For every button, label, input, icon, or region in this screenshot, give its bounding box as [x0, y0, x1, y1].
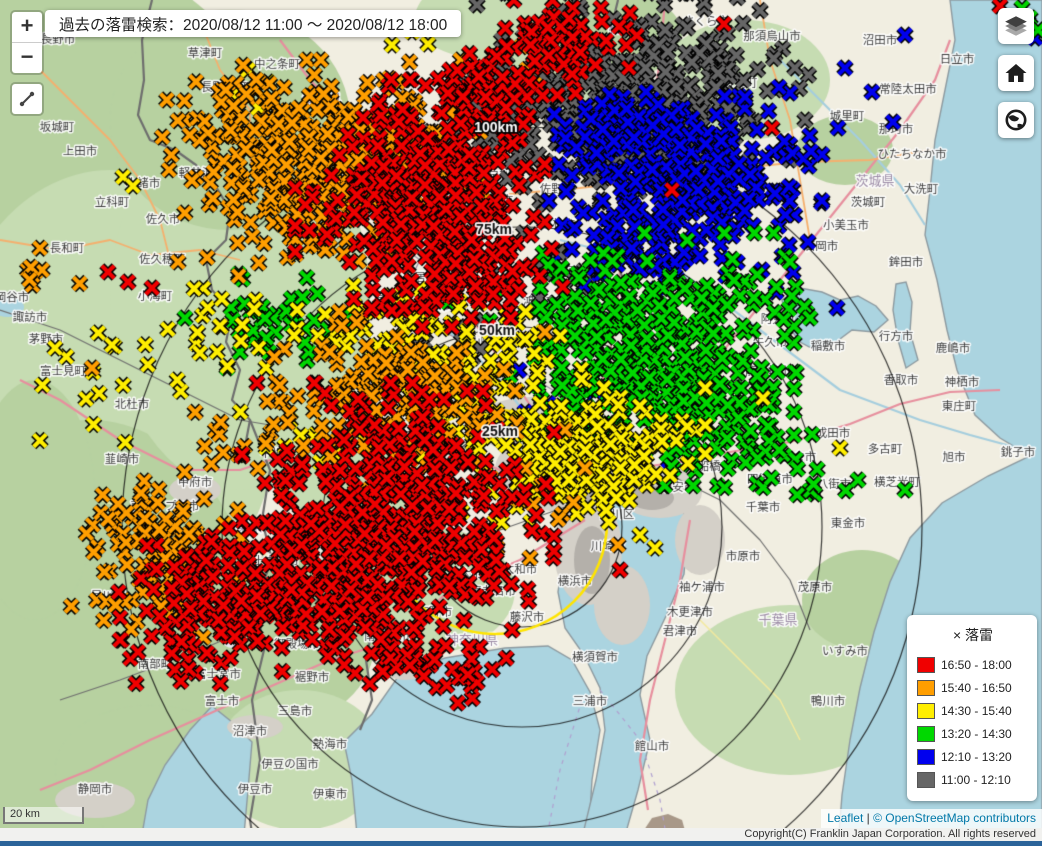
legend-color-swatch [917, 725, 935, 742]
legend-time-range: 16:50 - 18:00 [941, 657, 1012, 672]
zoom-control: + − [10, 10, 44, 75]
search-title-text: 過去の落雷検索：2020/08/12 11:00 ～ 2020/08/12 18… [59, 16, 448, 34]
layers-icon [1005, 16, 1027, 36]
legend-item: 16:50 - 18:00 [917, 653, 1029, 676]
legend-rows: 16:50 - 18:00 15:40 - 16:50 14:30 - 15:40 1… [917, 653, 1029, 791]
zoom-out-button[interactable]: − [20, 44, 34, 69]
copyright-bar: Copyright(C) Franklin Japan Corporation.… [0, 828, 1042, 841]
home-icon [1005, 64, 1027, 82]
leaflet-link[interactable]: Leaflet [827, 811, 864, 825]
legend-color-swatch [917, 656, 935, 673]
zoom-in-button[interactable]: + [12, 12, 42, 43]
ruler-icon [19, 91, 35, 107]
legend-time-range: 12:10 - 13:20 [941, 749, 1012, 764]
osm-link[interactable]: © OpenStreetMap contributors [873, 811, 1036, 825]
globe-button[interactable] [998, 102, 1034, 138]
legend-time-range: 14:30 - 15:40 [941, 703, 1012, 718]
legend-title: × 落雷 [952, 627, 994, 643]
attribution: Leaflet | © OpenStreetMap contributors [821, 809, 1042, 828]
legend-item: 15:40 - 16:50 [917, 676, 1029, 699]
legend-color-swatch [917, 771, 935, 788]
map-canvas[interactable] [0, 0, 1042, 828]
right-controls [998, 8, 1034, 138]
legend-color-swatch [917, 679, 935, 696]
search-title-bar: 過去の落雷検索：2020/08/12 11:00 ～ 2020/08/12 18… [45, 10, 462, 37]
map: 過去の落雷検索：2020/08/12 11:00 ～ 2020/08/12 18… [0, 0, 1042, 828]
home-button[interactable] [998, 55, 1034, 91]
layers-button[interactable] [998, 8, 1034, 44]
scale-bar: 20 km [3, 807, 84, 824]
legend-time-range: 11:00 - 12:10 [941, 772, 1011, 787]
measure-button[interactable] [10, 82, 44, 116]
legend-color-swatch [917, 702, 935, 719]
bottom-blue-bar [0, 841, 1042, 846]
legend-item: 11:00 - 12:10 [917, 768, 1029, 791]
legend-color-swatch [917, 748, 935, 765]
legend-time-range: 15:40 - 16:50 [941, 680, 1012, 695]
legend-item: 12:10 - 13:20 [917, 745, 1029, 768]
globe-icon [1005, 109, 1027, 131]
attribution-separator: | [863, 811, 874, 825]
legend-item: 13:20 - 14:30 [917, 722, 1029, 745]
legend: × 落雷 16:50 - 18:00 15:40 - 16:50 14:30 - 1… [907, 615, 1037, 801]
legend-item: 14:30 - 15:40 [917, 699, 1029, 722]
legend-time-range: 13:20 - 14:30 [941, 726, 1012, 741]
copyright-text: Copyright(C) Franklin Japan Corporation.… [744, 828, 1036, 840]
